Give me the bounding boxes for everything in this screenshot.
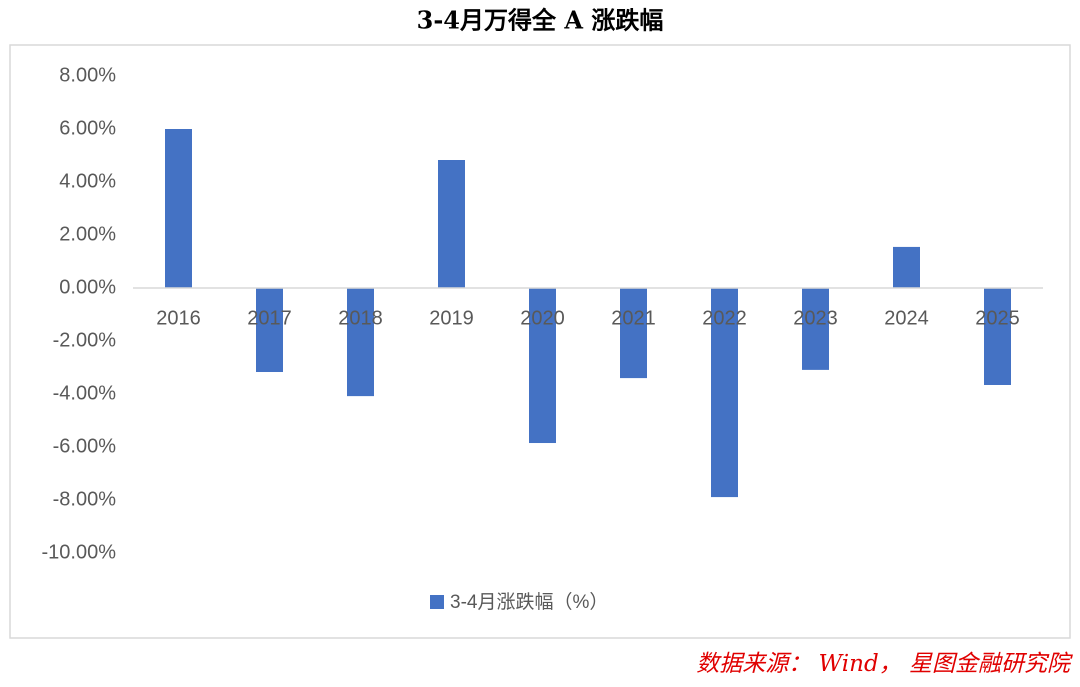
y-tick-label: -4.00% <box>53 382 117 404</box>
bar <box>711 288 738 498</box>
x-tick-label: 2021 <box>611 307 656 329</box>
bar <box>256 288 283 373</box>
x-tick-label: 2023 <box>793 307 838 329</box>
y-tick-label: -10.00% <box>42 541 117 563</box>
legend-label: 3-4月涨跌幅（%） <box>450 591 608 613</box>
chart-title: 3-4月万得全 A 涨跌幅 <box>417 6 664 35</box>
y-tick-label: -2.00% <box>53 329 117 351</box>
source-note: 数据来源： Wind， 星图金融研究院 <box>696 651 1073 677</box>
y-tick-label: 0.00% <box>59 276 116 298</box>
y-tick-label: -8.00% <box>53 488 117 510</box>
bar <box>165 129 192 288</box>
bar <box>347 288 374 397</box>
x-tick-label: 2024 <box>884 307 929 329</box>
x-tick-label: 2025 <box>975 307 1020 329</box>
x-tick-label: 2019 <box>429 307 474 329</box>
y-tick-label: 8.00% <box>59 64 116 86</box>
y-tick-label: 2.00% <box>59 223 116 245</box>
x-tick-label: 2016 <box>156 307 201 329</box>
bar <box>438 160 465 288</box>
bar <box>620 288 647 379</box>
bar <box>529 288 556 444</box>
y-tick-label: 6.00% <box>59 117 116 139</box>
x-tick-label: 2022 <box>702 307 747 329</box>
bar <box>984 288 1011 385</box>
x-tick-label: 2020 <box>520 307 565 329</box>
x-tick-label: 2017 <box>247 307 292 329</box>
y-tick-label: 4.00% <box>59 170 116 192</box>
x-tick-label: 2018 <box>338 307 383 329</box>
legend-swatch <box>430 595 444 609</box>
bar <box>893 246 920 288</box>
chart-frame <box>9 44 1071 639</box>
y-tick-label: -6.00% <box>53 435 117 457</box>
bar <box>802 288 829 370</box>
